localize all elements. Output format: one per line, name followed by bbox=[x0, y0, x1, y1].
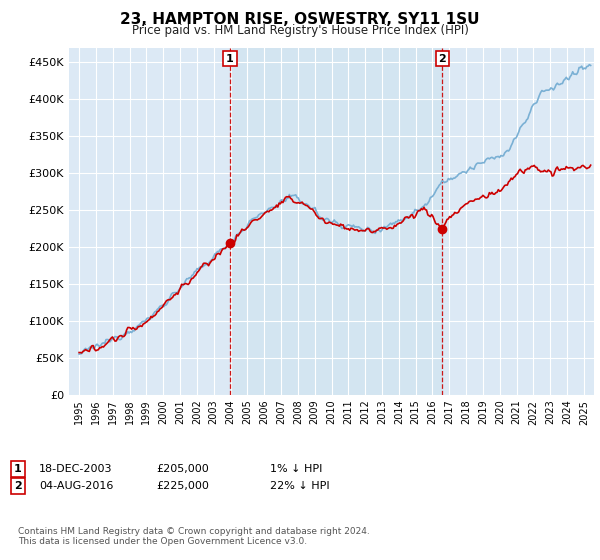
Text: 04-AUG-2016: 04-AUG-2016 bbox=[39, 481, 113, 491]
Text: 22% ↓ HPI: 22% ↓ HPI bbox=[270, 481, 329, 491]
Bar bbox=[230, 48, 442, 395]
Legend: 23, HAMPTON RISE, OSWESTRY, SY11 1SU (detached house), HPI: Average price, detac: 23, HAMPTON RISE, OSWESTRY, SY11 1SU (de… bbox=[23, 410, 410, 449]
Text: 2: 2 bbox=[14, 481, 22, 491]
Text: 18-DEC-2003: 18-DEC-2003 bbox=[39, 464, 113, 474]
Text: £205,000: £205,000 bbox=[156, 464, 209, 474]
Text: 1% ↓ HPI: 1% ↓ HPI bbox=[270, 464, 322, 474]
Text: 23, HAMPTON RISE, OSWESTRY, SY11 1SU: 23, HAMPTON RISE, OSWESTRY, SY11 1SU bbox=[120, 12, 480, 27]
Text: 2: 2 bbox=[439, 54, 446, 64]
Text: Contains HM Land Registry data © Crown copyright and database right 2024.
This d: Contains HM Land Registry data © Crown c… bbox=[18, 526, 370, 546]
Text: 1: 1 bbox=[226, 54, 234, 64]
Text: Price paid vs. HM Land Registry's House Price Index (HPI): Price paid vs. HM Land Registry's House … bbox=[131, 24, 469, 36]
Text: 1: 1 bbox=[14, 464, 22, 474]
Text: £225,000: £225,000 bbox=[156, 481, 209, 491]
